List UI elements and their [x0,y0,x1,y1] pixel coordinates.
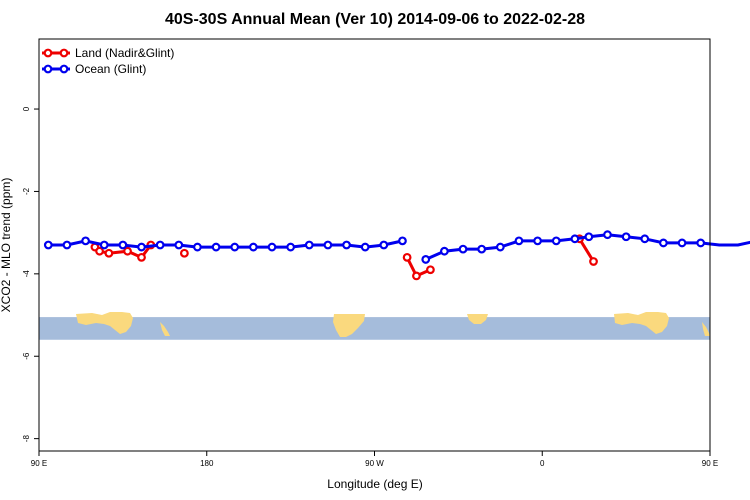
data-point [267,242,277,252]
data-point [304,240,314,250]
x-tick-label: 90 W [365,459,384,468]
y-tick-label: -8 [22,435,31,443]
data-point [621,232,631,242]
data-point [137,252,146,262]
data-point [477,244,487,254]
data-point [412,271,421,281]
legend-marker [43,48,53,58]
x-tick-label: 90 E [702,459,718,468]
data-point [230,242,240,252]
legend-marker [59,64,69,74]
data-point [570,234,580,244]
data-point [342,240,351,250]
data-point [193,242,202,252]
data-point [155,240,165,250]
data-point [426,265,435,275]
data-point [248,242,258,252]
data-point [99,240,109,250]
data-point [402,252,412,262]
data-point [211,242,221,252]
data-point [43,240,53,250]
x-tick-label: 180 [200,459,214,468]
data-point [514,236,524,246]
x-axis-label: Longitude (deg E) [327,477,422,491]
data-point [589,257,598,266]
data-point [696,238,706,248]
data-point [640,234,650,244]
data-point [533,236,542,246]
data-point [118,240,128,250]
data-point [137,242,146,252]
map-land-new-zealand-repeat [702,322,710,336]
data-point [551,236,561,246]
x-tick-label: 90 E [31,459,47,468]
y-tick-label: -2 [22,187,31,195]
data-point [584,232,594,242]
data-point [398,236,407,246]
map-land-australia [76,312,133,334]
series-land [90,234,598,281]
map-strip [39,312,710,340]
data-point [81,236,90,246]
data-point [174,240,184,250]
y-tick-label: -6 [22,352,31,360]
data-point [123,246,132,256]
data-point [458,244,468,254]
map-land-australia-repeat [614,312,669,334]
chart-title: 40S-30S Annual Mean (Ver 10) 2014-09-06 … [165,11,585,28]
y-tick-label: 0 [22,106,31,111]
data-point [421,255,431,264]
series-line [578,238,595,263]
legend-marker [43,64,53,74]
map-ocean [39,317,710,340]
legend: Land (Nadir&Glint) Ocean (Glint) [42,46,174,76]
x-axis-ticks: 90 E 180 90 W 0 90 E [31,451,718,468]
y-axis-ticks: 0 -2 -4 -6 -8 [22,106,39,442]
data-point [104,248,114,258]
data-point [179,248,189,258]
data-point [323,240,333,250]
data-point [62,240,72,250]
map-land-south-america [333,314,365,337]
data-point [439,246,449,256]
x-tick-label: 0 [540,459,545,468]
data-point [95,246,104,256]
series-ocean [43,230,750,264]
data-point [360,242,370,252]
y-tick-label: -4 [22,270,31,278]
legend-marker [59,48,69,58]
data-point [677,238,687,248]
data-point [379,240,389,250]
map-land-southern-africa [467,314,488,324]
series-layer [43,230,750,281]
legend-label: Land (Nadir&Glint) [75,46,174,60]
y-axis-label: XCO2 - MLO trend (ppm) [0,178,13,313]
data-point [659,238,668,248]
data-point [286,242,296,252]
legend-label: Ocean (Glint) [75,62,146,76]
data-point [495,242,505,252]
data-point [603,230,612,240]
map-land-new-zealand [160,322,170,336]
